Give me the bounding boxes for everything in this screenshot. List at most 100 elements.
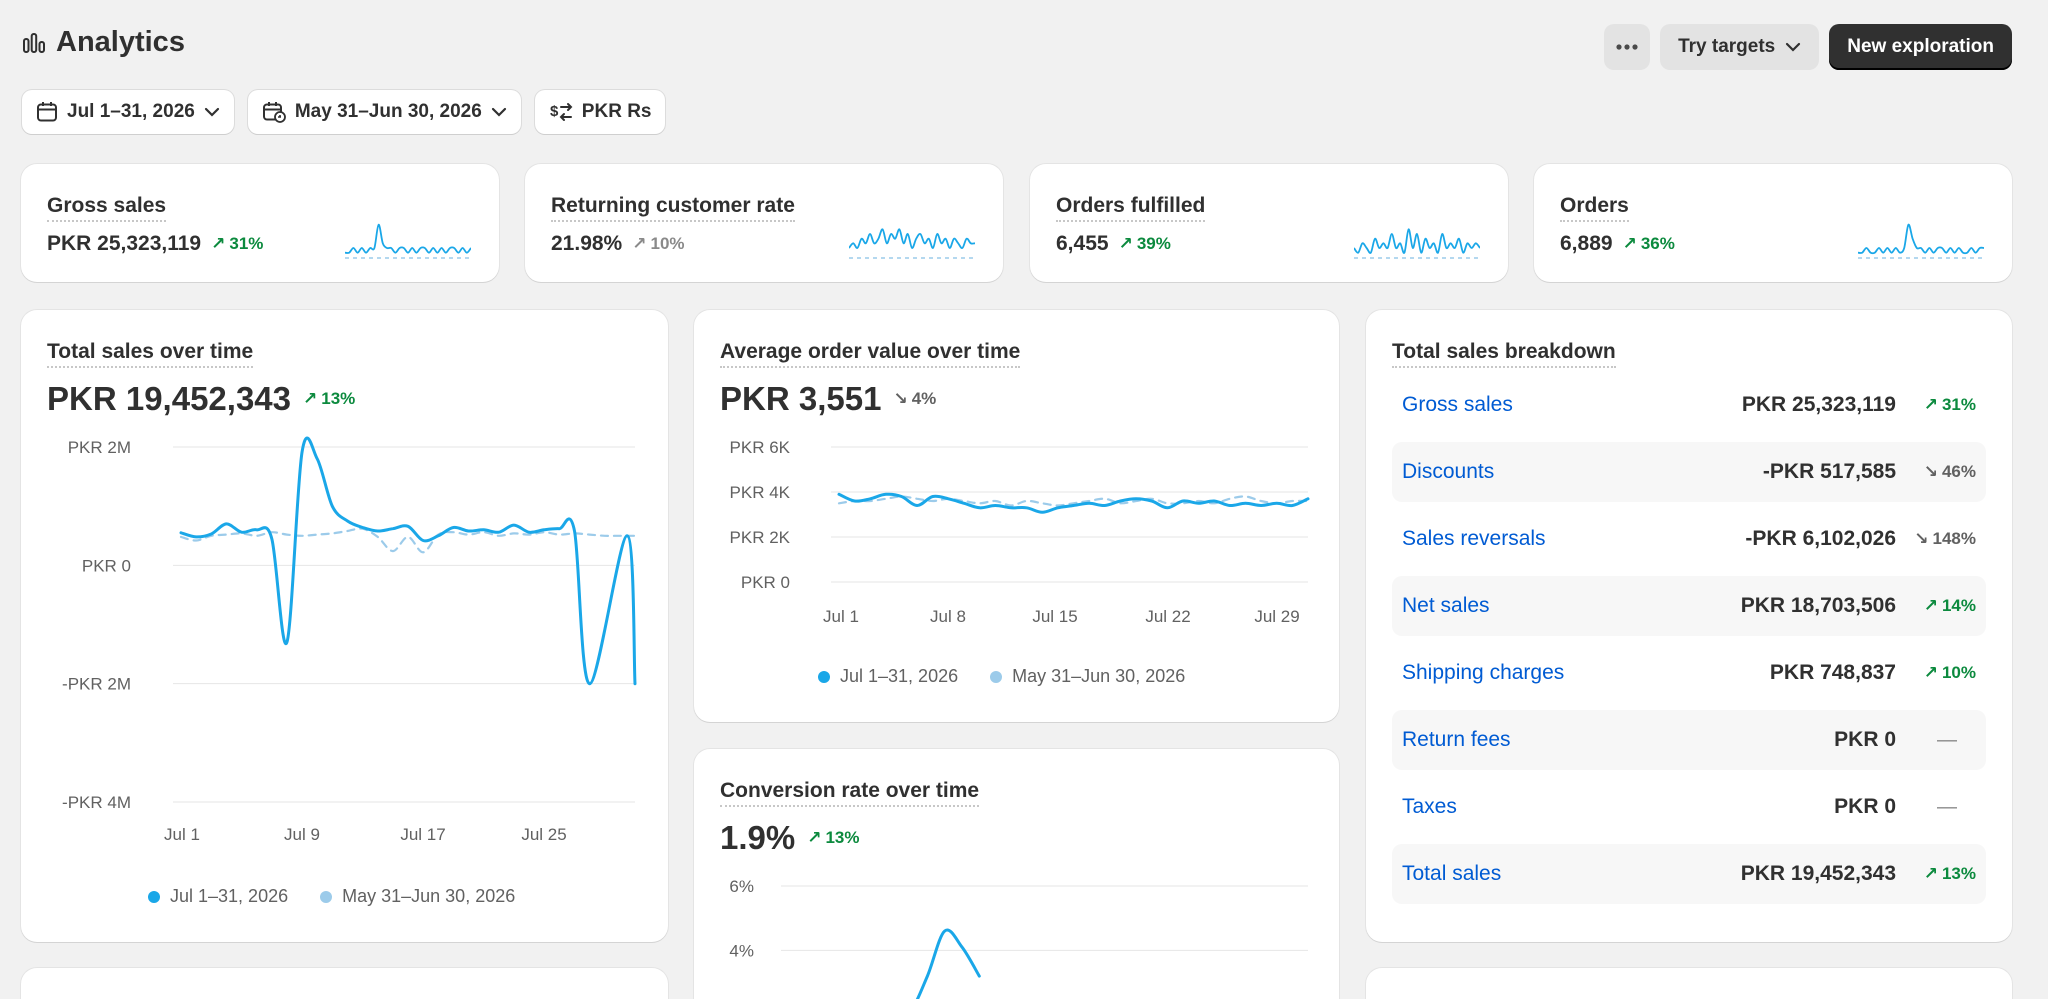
- total-sales-line-chart: PKR 2M PKR 0 -PKR 2M -PKR 4M Jul 1 Jul 9 Jul 1…: [62, 436, 637, 844]
- arrow-down-right-icon: ↘: [1914, 529, 1929, 548]
- card-value-row: PKR 3,551 ↘ 4%: [720, 380, 936, 418]
- y-tick-label: -PKR 4M: [62, 793, 131, 812]
- card-delta-value: 4%: [911, 389, 937, 408]
- arrow-up-right-icon: ↗: [1923, 596, 1938, 615]
- y-tick-label: -PKR 2M: [62, 675, 131, 694]
- legend-dot: [148, 890, 160, 903]
- legend-item-current[interactable]: Jul 1–31, 2026: [818, 666, 958, 687]
- card-title: Total sales breakdown: [1392, 340, 1616, 368]
- kpi-value: 21.98%: [551, 232, 623, 255]
- breakdown-row-value: -PKR 517,585: [1762, 460, 1896, 483]
- legend-dot: [818, 670, 830, 683]
- breakdown-row-delta: ↗ 13%: [1896, 864, 1976, 884]
- chart-legend: Jul 1–31, 2026 May 31–Jun 30, 2026: [818, 666, 1185, 687]
- kpi-card-orders-fulfilled[interactable]: Orders fulfilled 6,455 ↗ 39%: [1030, 164, 1508, 282]
- card-value: PKR 3,551: [720, 380, 882, 417]
- try-targets-label: Try targets: [1678, 36, 1776, 57]
- card-delta: ↗ 13%: [807, 828, 859, 848]
- aov-chart-card: PKR 6K PKR 4K PKR 2K PKR 0 Jul 1 Jul 8 Jul 15 J…: [694, 310, 1339, 722]
- kpi-title: Orders: [1560, 194, 1629, 222]
- legend-label: Jul 1–31, 2026: [170, 886, 289, 906]
- card-title: Total sales over time: [47, 340, 254, 368]
- try-targets-button[interactable]: Try targets: [1660, 24, 1820, 70]
- breakdown-row-link[interactable]: Net sales: [1402, 594, 1490, 617]
- breakdown-row-link[interactable]: Gross sales: [1402, 393, 1513, 416]
- breakdown-row: Discounts -PKR 517,585 ↘ 46%: [1392, 442, 1986, 502]
- legend-item-current[interactable]: Jul 1–31, 2026: [148, 886, 288, 907]
- series-line-previous: [179, 527, 637, 554]
- breakdown-row-delta: ↗ 14%: [1896, 596, 1976, 616]
- kpi-sparkline: [1354, 228, 1480, 259]
- series-line-current: [837, 492, 1310, 514]
- chevron-down-icon: [204, 107, 219, 117]
- arrow-up-right-icon: ↗: [211, 234, 226, 253]
- breakdown-row-link[interactable]: Shipping charges: [1402, 661, 1565, 684]
- legend-label: May 31–Jun 30, 2026: [1012, 666, 1186, 686]
- kpi-value: 6,889: [1560, 232, 1613, 255]
- svg-text:$: $: [550, 103, 559, 120]
- card-value-row: PKR 19,452,343 ↗ 13%: [47, 380, 355, 418]
- kpi-value: PKR 25,323,119: [47, 232, 202, 255]
- y-tick-label: PKR 2K: [730, 528, 791, 547]
- total-sales-chart-card: PKR 2M PKR 0 -PKR 2M -PKR 4M Jul 1 Jul 9 Jul 1…: [21, 310, 668, 942]
- more-actions-button[interactable]: [1604, 24, 1651, 70]
- spark-line: [849, 228, 975, 249]
- breakdown-row: Net sales PKR 18,703,506 ↗ 14%: [1392, 576, 1986, 636]
- bottom-card-right: [1366, 968, 2012, 999]
- breakdown-row-value: -PKR 6,102,026: [1745, 527, 1896, 550]
- filter-bar: Jul 1–31, 2026 May 31–Jun 30, 2026 $ PKR…: [22, 90, 666, 134]
- y-tick-label: PKR 6K: [730, 438, 791, 457]
- breakdown-row-link[interactable]: Sales reversals: [1402, 527, 1546, 550]
- breakdown-row: Total sales PKR 19,452,343 ↗ 13%: [1392, 844, 1986, 904]
- currency-label: PKR Rs: [581, 101, 652, 122]
- kpi-delta: ↗ 39%: [1119, 234, 1171, 254]
- chevron-down-icon: [1786, 42, 1801, 52]
- page-header: Analytics: [22, 26, 185, 59]
- kpi-card-returning-customer-rate[interactable]: Returning customer rate 21.98% ↗ 10%: [525, 164, 1003, 282]
- compare-range-label: May 31–Jun 30, 2026: [294, 101, 482, 122]
- kpi-card-gross-sales[interactable]: Gross sales PKR 25,323,119 ↗ 31%: [21, 164, 499, 282]
- spark-line: [1354, 228, 1480, 254]
- breakdown-row: Shipping charges PKR 748,837 ↗ 10%: [1392, 643, 1986, 703]
- series-line-current: [179, 436, 637, 686]
- legend-label: May 31–Jun 30, 2026: [342, 886, 516, 906]
- breakdown-row: Gross sales PKR 25,323,119 ↗ 31%: [1392, 375, 1986, 435]
- breakdown-row-delta: ↗ 31%: [1896, 395, 1976, 415]
- legend-item-previous[interactable]: May 31–Jun 30, 2026: [990, 666, 1185, 687]
- calendar-icon: [37, 102, 57, 122]
- series-line-previous: [837, 495, 1310, 507]
- card-delta-value: 13%: [321, 389, 356, 408]
- arrow-up-right-icon: ↗: [632, 234, 647, 253]
- breakdown-row-value: PKR 0: [1834, 728, 1896, 751]
- kpi-card-orders[interactable]: Orders 6,889 ↗ 36%: [1534, 164, 2012, 282]
- x-tick-label: Jul 25: [521, 825, 566, 844]
- card-value: PKR 19,452,343: [47, 380, 292, 417]
- currency-picker[interactable]: $ PKR Rs: [534, 90, 666, 134]
- y-tick-label: 6%: [729, 877, 754, 896]
- compare-range-picker[interactable]: May 31–Jun 30, 2026: [247, 90, 521, 134]
- sales-breakdown-card: Total sales breakdown Gross sales PKR 25,…: [1366, 310, 2012, 942]
- legend-item-previous[interactable]: May 31–Jun 30, 2026: [320, 886, 515, 907]
- card-delta-value: 13%: [825, 828, 860, 847]
- aov-line-chart: PKR 6K PKR 4K PKR 2K PKR 0 Jul 1 Jul 8 Jul 15 J…: [730, 438, 1310, 626]
- legend-dot: [320, 890, 333, 903]
- x-tick-label: Jul 8: [930, 607, 966, 626]
- kpi-sparkline: [345, 223, 471, 259]
- new-exploration-button[interactable]: New exploration: [1829, 24, 2012, 70]
- date-range-picker[interactable]: Jul 1–31, 2026: [22, 90, 234, 134]
- legend-label: Jul 1–31, 2026: [840, 666, 959, 686]
- x-tick-label: Jul 29: [1254, 607, 1299, 626]
- breakdown-row: Sales reversals -PKR 6,102,026 ↘ 148%: [1392, 509, 1986, 569]
- x-tick-label: Jul 9: [284, 825, 320, 844]
- card-title: Average order value over time: [720, 340, 1021, 368]
- breakdown-row-link[interactable]: Total sales: [1402, 862, 1502, 885]
- card-title: Conversion rate over time: [720, 779, 980, 807]
- breakdown-row-value: PKR 19,452,343: [1740, 862, 1896, 885]
- breakdown-delta-value: 31%: [1941, 395, 1976, 414]
- breakdown-row-delta: ↘ 148%: [1896, 529, 1976, 549]
- breakdown-row-link[interactable]: Taxes: [1402, 795, 1457, 818]
- breakdown-delta-value: 14%: [1941, 596, 1976, 615]
- breakdown-row-link[interactable]: Discounts: [1402, 460, 1495, 483]
- breakdown-row-link[interactable]: Return fees: [1402, 728, 1511, 751]
- x-tick-label: Jul 22: [1145, 607, 1190, 626]
